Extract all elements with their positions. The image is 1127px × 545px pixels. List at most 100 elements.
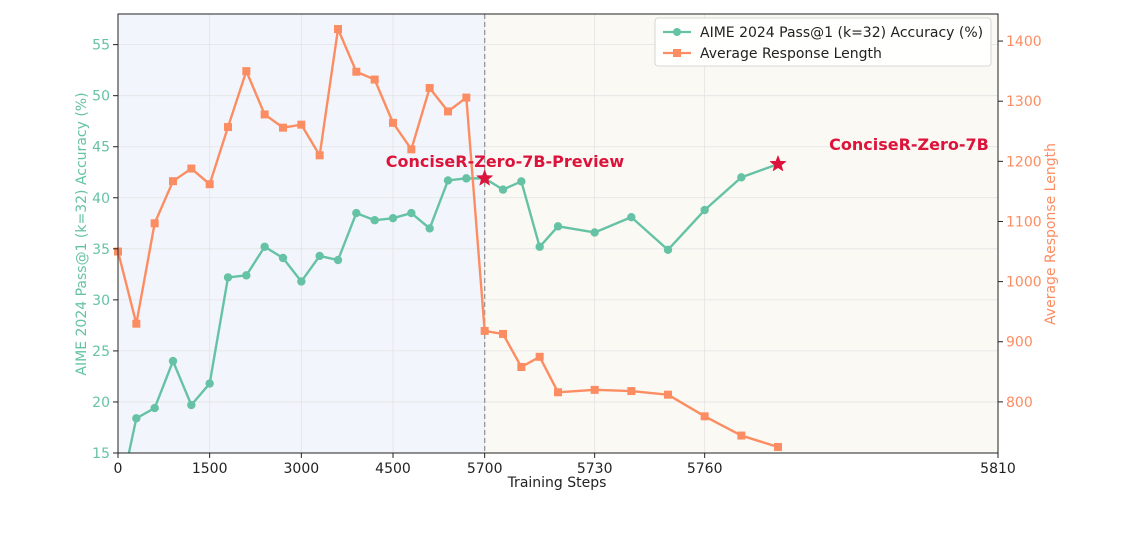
left-tick-label: 50 — [92, 89, 110, 105]
accuracy-point — [737, 173, 746, 182]
accuracy-point — [425, 224, 434, 233]
annotation-final-model: ConciseR-Zero-7B — [829, 135, 989, 154]
right-tick-label: 800 — [1006, 395, 1033, 411]
response-length-point — [590, 385, 599, 394]
accuracy-point — [242, 271, 251, 280]
legend-length-marker — [673, 49, 681, 57]
response-length-point — [352, 67, 361, 76]
accuracy-point — [187, 400, 196, 410]
x-tick-label: 5730 — [577, 461, 613, 477]
response-length-point — [700, 412, 709, 421]
legend-accuracy-marker — [673, 28, 681, 36]
right-tick-label: 1200 — [1006, 154, 1042, 170]
x-tick-label: 5810 — [980, 461, 1016, 477]
response-length-point — [187, 164, 196, 173]
left-axis-ticks: 15 20 25 30 35 40 45 50 55 — [92, 38, 118, 462]
legend-box — [654, 17, 992, 67]
x-tick-label: 5700 — [467, 461, 503, 477]
legend-length-label: Average Response Length — [700, 46, 882, 62]
x-tick-label: 3000 — [284, 461, 320, 477]
final-star-marker — [769, 154, 787, 172]
accuracy-point — [517, 177, 526, 186]
response-length-point — [664, 390, 672, 399]
left-tick-label: 35 — [92, 242, 110, 258]
response-length-point — [517, 363, 526, 372]
accuracy-point — [297, 277, 306, 286]
left-axis-label: AIME 2024 Pass@1 (k=32) Accuracy (%) — [74, 92, 90, 375]
response-length-point — [737, 431, 746, 440]
response-length-point — [627, 387, 636, 396]
accuracy-point — [498, 185, 508, 194]
response-length-point — [774, 442, 782, 451]
left-tick-label: 45 — [92, 140, 110, 156]
response-length-point — [444, 107, 452, 116]
accuracy-point — [388, 213, 398, 223]
accuracy-point — [553, 222, 563, 231]
response-length-point — [150, 219, 159, 228]
right-tick-label: 900 — [1006, 335, 1033, 351]
accuracy-point — [223, 273, 233, 282]
accuracy-point — [205, 379, 214, 388]
right-tick-label: 1100 — [1006, 214, 1042, 230]
x-tick-label: 0 — [114, 461, 123, 477]
response-length-point — [242, 67, 251, 76]
left-tick-label: 40 — [92, 191, 110, 207]
right-axis-ticks: 800 900 1000 1100 1200 1300 1400 — [998, 34, 1042, 411]
right-tick-label: 1000 — [1006, 275, 1042, 291]
response-length-point — [297, 120, 306, 129]
response-length-point — [499, 329, 507, 338]
x-axis-label: Training Steps — [507, 475, 607, 491]
accuracy-point — [407, 208, 416, 218]
legend-accuracy-label: AIME 2024 Pass@1 (k=32) Accuracy (%) — [700, 25, 983, 41]
left-tick-label: 30 — [92, 293, 110, 309]
preview-star-marker — [475, 169, 494, 186]
right-tick-label: 1400 — [1006, 34, 1042, 50]
right-axis-label: Average Response Length — [1043, 143, 1059, 325]
left-tick-label: 15 — [92, 446, 110, 462]
x-tick-label: 4500 — [375, 461, 411, 477]
accuracy-point — [370, 216, 379, 225]
x-tick-label: 5760 — [687, 461, 723, 477]
response-length-point — [535, 352, 544, 361]
x-tick-label: 1500 — [192, 461, 228, 477]
response-length-point — [407, 145, 416, 154]
accuracy-point — [352, 208, 361, 218]
response-length-point — [260, 110, 269, 119]
accuracy-point — [462, 174, 471, 183]
accuracy-point — [663, 245, 673, 255]
accuracy-point — [150, 403, 159, 413]
annotation-preview-model: ConciseR-Zero-7B-Preview — [386, 152, 625, 171]
accuracy-point — [700, 205, 709, 215]
accuracy-point — [132, 414, 141, 423]
series-layer — [114, 25, 787, 453]
response-length-point — [389, 118, 397, 127]
final-phase-background — [484, 14, 999, 453]
left-tick-label: 25 — [92, 344, 110, 360]
accuracy-point — [260, 242, 269, 251]
response-length-point — [169, 177, 177, 186]
response-length-point — [224, 123, 232, 132]
right-tick-label: 1300 — [1006, 94, 1042, 110]
legend: AIME 2024 Pass@1 (k=32) Accuracy (%) Ave… — [654, 17, 992, 67]
left-tick-label: 55 — [92, 38, 110, 54]
left-tick-label: 20 — [92, 395, 110, 411]
response-length-point — [554, 388, 562, 397]
response-length-point — [315, 151, 324, 160]
accuracy-point — [535, 242, 544, 251]
accuracy-point — [168, 356, 178, 366]
response-length-point — [480, 326, 489, 335]
x-axis-ticks: 0 1500 3000 4500 5700 5730 5760 5810 — [114, 453, 1016, 477]
response-length-point — [132, 319, 141, 328]
accuracy-point — [315, 251, 324, 261]
accuracy-point — [590, 228, 599, 237]
plot-frame — [117, 13, 999, 454]
response-length-point — [279, 123, 287, 132]
response-length-point — [370, 75, 379, 84]
response-length-point — [205, 180, 214, 189]
accuracy-series — [127, 162, 779, 453]
response-length-point — [462, 93, 471, 102]
accuracy-point — [333, 255, 343, 265]
response-length-point — [425, 83, 434, 92]
accuracy-point — [627, 212, 636, 222]
